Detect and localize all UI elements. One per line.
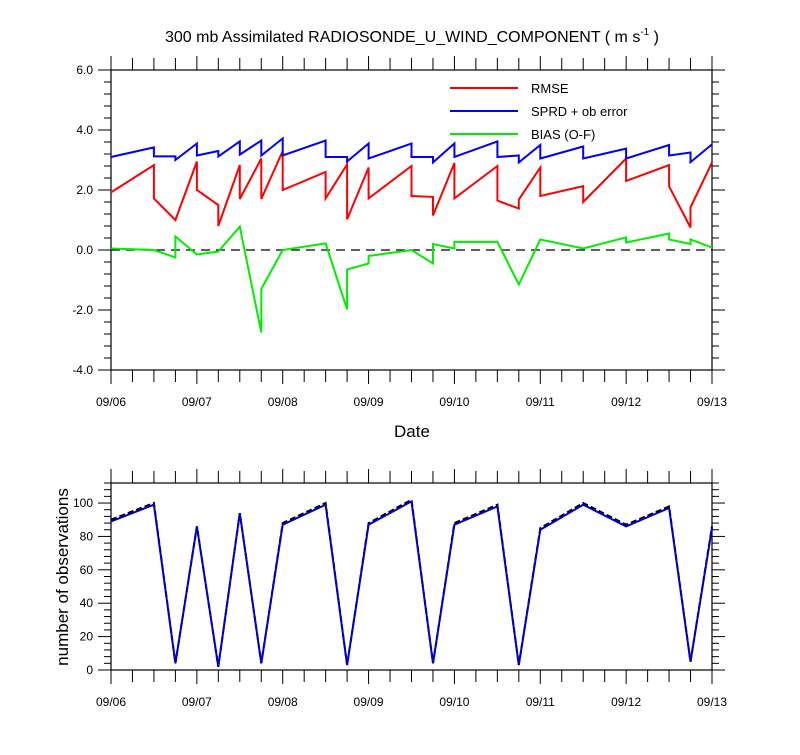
- y-tick-label: 80: [80, 529, 94, 543]
- x-tick-label: 09/10: [439, 695, 469, 709]
- x-tick-label: 09/09: [354, 395, 384, 409]
- legend-label-2: BIAS (O-F): [531, 127, 595, 142]
- x-tick-label: 09/07: [182, 395, 212, 409]
- y-tick-label: 4.0: [76, 123, 93, 137]
- chart-title-main: 300 mb Assimilated RADIOSONDE_U_WIND_COM…: [165, 29, 640, 46]
- y-tick-label: 60: [80, 563, 94, 577]
- y-axis-label: number of observations: [53, 488, 72, 666]
- y-tick-label: 20: [80, 630, 94, 644]
- y-tick-label: 2.0: [76, 183, 93, 197]
- y-tick-label: 6.0: [76, 63, 93, 77]
- series-line-rmse: [110, 150, 713, 228]
- x-tick-label: 09/12: [611, 395, 641, 409]
- x-tick-label: 09/06: [96, 695, 126, 709]
- y-tick-label: 0: [86, 663, 93, 677]
- chart-title-close: ): [649, 29, 659, 46]
- x-tick-label: 09/06: [96, 395, 126, 409]
- x-tick-label: 09/10: [439, 395, 469, 409]
- x-tick-label: 09/07: [182, 695, 212, 709]
- legend-label-1: SPRD + ob error: [531, 104, 628, 119]
- x-tick-label: 09/11: [526, 695, 555, 709]
- chart-title-superscript: -1: [640, 27, 649, 38]
- y-tick-label: 0.0: [76, 243, 93, 257]
- plot-frame-1: [110, 482, 713, 671]
- y-tick-label: -4.0: [72, 363, 93, 377]
- x-tick-label: 09/11: [526, 395, 555, 409]
- x-tick-label: 09/09: [354, 695, 384, 709]
- x-tick-label: 09/08: [268, 395, 298, 409]
- y-tick-label: 100: [73, 496, 93, 510]
- series-line-solid: [110, 499, 713, 667]
- legend-label-0: RMSE: [531, 81, 569, 96]
- x-tick-label: 09/08: [268, 695, 298, 709]
- x-axis-label: Date: [394, 422, 430, 441]
- x-tick-label: 09/13: [697, 395, 727, 409]
- series-line-bias-o-f: [110, 224, 713, 333]
- y-tick-label: -2.0: [72, 303, 93, 317]
- series-line-sprd-ob-error: [110, 136, 713, 165]
- x-tick-label: 09/12: [611, 695, 641, 709]
- x-tick-label: 09/13: [697, 695, 727, 709]
- chart-title: 300 mb Assimilated RADIOSONDE_U_WIND_COM…: [165, 27, 659, 46]
- y-tick-label: 40: [80, 596, 94, 610]
